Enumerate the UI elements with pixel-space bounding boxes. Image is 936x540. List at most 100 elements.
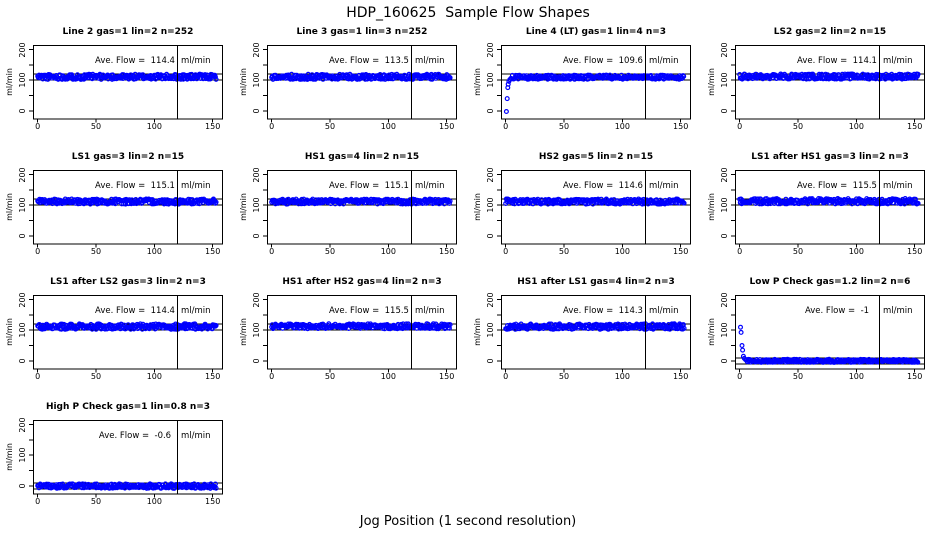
- plot-box: [33, 170, 223, 245]
- x-tick-label: 100: [614, 247, 630, 256]
- panel-plot: [263, 295, 457, 373]
- y-axis-label: ml/min: [473, 192, 482, 221]
- y-tick-label: 200: [486, 41, 495, 58]
- flow-panel: Low P Check gas=1.2 lin=2 n=6 Ave. Flow =…: [702, 276, 936, 401]
- panel-title: Line 2 gas=1 lin=2 n=252: [62, 27, 194, 37]
- data-point: [213, 76, 219, 82]
- x-tick-label: 50: [324, 372, 336, 381]
- data-point: [681, 200, 687, 206]
- x-tick-label: 0: [503, 372, 509, 381]
- flow-unit-label: ml/min: [415, 56, 445, 66]
- y-tick-label: 0: [720, 358, 729, 364]
- y-axis-label: ml/min: [5, 67, 14, 96]
- data-point: [61, 321, 67, 327]
- y-tick-label: 0: [18, 483, 27, 489]
- y-axis-label: ml/min: [239, 67, 248, 96]
- y-axis-label: ml/min: [473, 67, 482, 96]
- y-tick-label: 0: [252, 233, 261, 239]
- flow-panel: HS1 gas=4 lin=2 n=15 Ave. Flow = 115.1 ml/…: [234, 151, 468, 276]
- panel-plot: [731, 295, 925, 373]
- x-tick-label: 100: [848, 372, 864, 381]
- y-tick-label: 100: [720, 197, 729, 213]
- ave-flow-label: Ave. Flow = 109.6: [563, 56, 643, 66]
- data-point: [737, 324, 743, 330]
- data-point: [447, 75, 453, 81]
- plot-box: [735, 45, 925, 120]
- x-tick-label: 150: [205, 247, 221, 256]
- x-tick-label: 50: [792, 247, 804, 256]
- y-tick-label: 0: [720, 108, 729, 114]
- x-tick-label: 150: [439, 372, 455, 381]
- y-tick-label: 100: [252, 197, 261, 213]
- panel-title: LS1 gas=3 lin=2 n=15: [71, 152, 185, 162]
- flow-panel: High P Check gas=1 lin=0.8 n=3 Ave. Flow …: [0, 401, 234, 526]
- y-tick-label: 100: [18, 197, 27, 213]
- y-axis-label: ml/min: [5, 317, 14, 346]
- y-tick-label: 200: [252, 166, 261, 183]
- x-tick-label: 50: [792, 372, 804, 381]
- y-tick-label: 200: [252, 41, 261, 58]
- data-point: [915, 71, 921, 77]
- panel-plot: [263, 170, 457, 248]
- y-tick-label: 200: [18, 416, 27, 433]
- plot-box: [501, 45, 691, 120]
- y-tick-label: 200: [720, 41, 729, 58]
- y-tick-label: 100: [486, 322, 495, 338]
- y-tick-label: 200: [18, 166, 27, 183]
- plot-box: [267, 45, 457, 120]
- x-tick-label: 150: [907, 372, 923, 381]
- panel-title: LS2 gas=2 lin=2 n=15: [773, 27, 887, 37]
- y-tick-label: 200: [720, 291, 729, 308]
- plot-box: [33, 420, 223, 495]
- y-tick-label: 0: [252, 108, 261, 114]
- data-point: [740, 347, 746, 353]
- x-tick-label: 0: [737, 372, 743, 381]
- data-point: [504, 96, 510, 102]
- panel-title: LS1 after HS1 gas=3 lin=2 n=3: [751, 152, 909, 162]
- x-tick-label: 50: [90, 497, 102, 506]
- panel-plot: [29, 170, 223, 248]
- x-tick-label: 100: [614, 372, 630, 381]
- data-point: [446, 200, 452, 206]
- data-point: [738, 329, 744, 335]
- flow-panel: HS2 gas=5 lin=2 n=15 Ave. Flow = 114.6 ml/…: [468, 151, 702, 276]
- y-tick-label: 0: [18, 233, 27, 239]
- y-axis-label: ml/min: [5, 442, 14, 471]
- flow-unit-label: ml/min: [883, 306, 913, 316]
- flow-unit-label: ml/min: [883, 181, 913, 191]
- data-point: [213, 322, 219, 328]
- ave-flow-label: Ave. Flow = 114.6: [563, 181, 643, 191]
- y-axis-label: ml/min: [707, 192, 716, 221]
- y-tick-label: 100: [486, 197, 495, 213]
- y-tick-label: 100: [252, 72, 261, 88]
- x-tick-label: 50: [558, 122, 570, 131]
- x-tick-label: 0: [269, 247, 275, 256]
- panel-plot: [497, 295, 691, 373]
- panel-plot: [263, 45, 457, 123]
- flow-unit-label: ml/min: [649, 306, 679, 316]
- data-point: [213, 199, 219, 205]
- panel-title: High P Check gas=1 lin=0.8 n=3: [45, 402, 211, 412]
- y-tick-label: 0: [18, 108, 27, 114]
- plot-box: [735, 170, 925, 245]
- x-tick-label: 150: [673, 122, 689, 131]
- x-tick-label: 100: [380, 372, 396, 381]
- flow-panel: LS2 gas=2 lin=2 n=15 Ave. Flow = 114.1 ml/…: [702, 26, 936, 151]
- plot-box: [267, 170, 457, 245]
- y-tick-label: 200: [252, 291, 261, 308]
- y-tick-label: 0: [486, 108, 495, 114]
- ave-flow-label: Ave. Flow = 115.1: [329, 181, 409, 191]
- ave-flow-label: Ave. Flow = 114.4: [95, 56, 175, 66]
- ave-flow-label: Ave. Flow = -0.6: [98, 431, 172, 441]
- y-tick-label: 100: [720, 322, 729, 338]
- x-tick-label: 0: [503, 122, 509, 131]
- panel-title: HS2 gas=5 lin=2 n=15: [538, 152, 654, 162]
- data-point: [681, 325, 687, 331]
- ave-flow-label: Ave. Flow = 115.5: [329, 306, 409, 316]
- flow-panel: LS1 after LS2 gas=3 lin=2 n=3 Ave. Flow =…: [0, 276, 234, 401]
- panel-title: Line 4 (LT) gas=1 lin=4 n=3: [525, 27, 667, 37]
- x-tick-label: 0: [35, 247, 41, 256]
- x-tick-label: 50: [558, 247, 570, 256]
- panel-title: HS1 after HS2 gas=4 lin=2 n=3: [282, 277, 442, 287]
- panel-title: HS1 gas=4 lin=2 n=15: [304, 152, 420, 162]
